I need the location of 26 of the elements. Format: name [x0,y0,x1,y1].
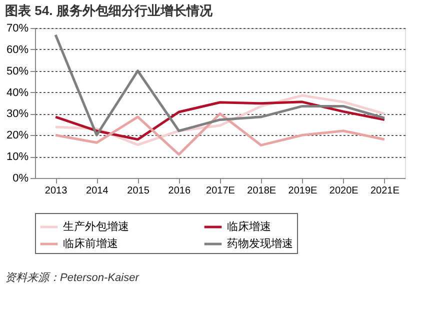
x-tick-label: 2013 [44,186,68,196]
y-tick-label: 40% [6,86,29,99]
legend-label: 临床前增速 [63,237,118,250]
x-tick-label: 2018E [247,186,276,196]
line-series [54,34,386,136]
legend-label: 生产外包增速 [63,220,129,233]
y-tick-label: 0% [12,172,29,184]
x-tick-label: 2014 [86,186,109,196]
x-tick-label: 2019E [288,186,318,196]
y-tick-label: 10% [6,151,29,164]
chart-title: 图表 54. 服务外包细分行业增长情况 [5,3,214,18]
legend-label: 临床增速 [227,220,271,233]
text: 资料来源：Peterson-Kaiser [5,271,140,284]
y-tick-label: 50% [6,65,29,78]
y-tick-label: 20% [6,130,29,142]
legend-label: 药物发现增速 [227,237,293,250]
x-tick-label: 2020E [329,186,359,196]
x-tick-label: 2015 [127,186,150,196]
y-tick-label: 70% [6,22,29,34]
line-series [54,112,386,156]
line-series [54,100,386,141]
x-tick-label: 2016 [168,186,191,196]
y-tick-label: 30% [6,108,29,120]
y-tick-label: 60% [6,44,29,56]
x-tick-label: 2017E [206,186,236,196]
x-tick-label: 2021E [370,186,400,196]
